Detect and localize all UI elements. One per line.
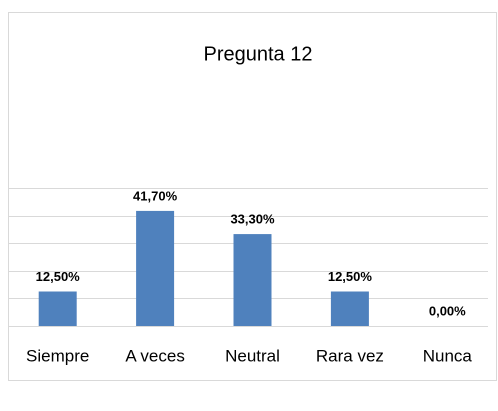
- bar: [136, 210, 175, 326]
- x-tick-label: Neutral: [225, 346, 280, 365]
- x-tick-label: Rara vez: [316, 346, 384, 365]
- data-label: 33,30%: [230, 212, 275, 227]
- data-label: 0,00%: [429, 303, 466, 318]
- data-label: 12,50%: [36, 269, 81, 284]
- data-label: 41,70%: [133, 188, 178, 203]
- data-label: 12,50%: [328, 269, 373, 284]
- chart-title: Pregunta 12: [204, 43, 313, 65]
- x-tick-label: Siempre: [26, 346, 89, 365]
- bar: [38, 291, 77, 326]
- bar: [330, 291, 369, 326]
- x-tick-label: Nunca: [423, 346, 473, 365]
- bar: [233, 234, 272, 326]
- x-tick-label: A veces: [125, 346, 185, 365]
